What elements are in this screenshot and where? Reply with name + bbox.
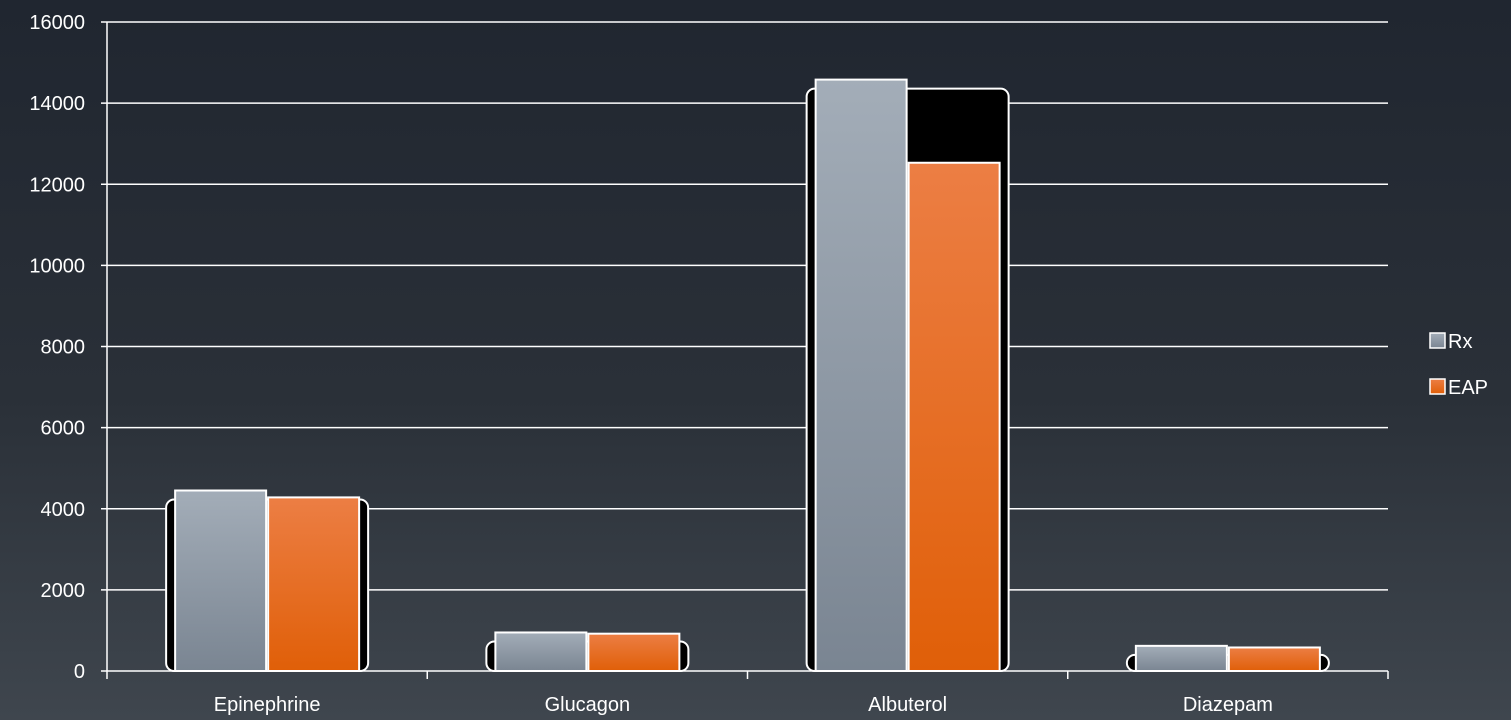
x-category-label: Diazepam xyxy=(1183,694,1273,716)
bar-eap-epinephrine xyxy=(267,496,361,672)
x-category-label: Albuterol xyxy=(868,694,947,716)
bar-eap-albuterol xyxy=(907,161,1001,673)
bars xyxy=(165,78,1330,673)
x-category-label: Epinephrine xyxy=(214,694,321,716)
x-category-label: Glucagon xyxy=(545,694,631,716)
tick-labels: 0 2000 4000 6000 8000 10000 12000 14000 16000 Epi… xyxy=(29,12,1273,716)
legend-swatch-rx xyxy=(1429,332,1446,349)
y-tick-label: 10000 xyxy=(29,255,85,277)
y-tick-label: 6000 xyxy=(41,418,86,440)
y-tick-label: 16000 xyxy=(29,12,85,34)
bar-eap-glucagon xyxy=(587,632,681,672)
bar-eap-diazepam xyxy=(1227,646,1321,673)
y-tick-label: 12000 xyxy=(29,174,85,196)
y-tick-label: 4000 xyxy=(41,499,86,521)
legend-label-eap: EAP xyxy=(1448,377,1488,399)
legend-swatch-eap xyxy=(1429,378,1446,395)
bar-rx-diazepam xyxy=(1134,644,1228,673)
bar-rx-albuterol xyxy=(814,78,908,672)
y-tick-label: 0 xyxy=(74,661,85,683)
legend: Rx EAP xyxy=(1429,331,1488,399)
bar-rx-glucagon xyxy=(494,631,588,673)
y-tick-label: 14000 xyxy=(29,93,85,115)
y-tick-label: 8000 xyxy=(41,337,86,359)
y-tick-label: 2000 xyxy=(41,580,86,602)
bar-rx-epinephrine xyxy=(174,489,268,673)
legend-label-rx: Rx xyxy=(1448,331,1472,353)
